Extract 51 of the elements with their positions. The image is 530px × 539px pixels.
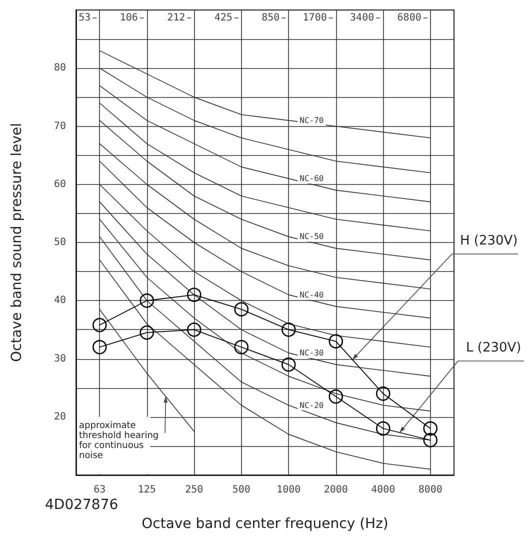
annotation: 850 — [262, 12, 280, 24]
text: approximate threshold hearing for continuous noise — [79, 420, 162, 461]
annotation: 1700 — [302, 12, 327, 24]
x-tick-label: 2000 — [324, 484, 348, 496]
annotation: 425 — [214, 12, 232, 24]
point — [281, 357, 296, 372]
text: H (230V) — [460, 234, 518, 248]
x-tick-label: 500 — [232, 484, 250, 496]
x-tick-label: 250 — [185, 484, 204, 496]
point — [281, 322, 296, 337]
point — [186, 288, 202, 302]
series-label: NC-40 — [300, 290, 324, 300]
annotation: 212 — [167, 12, 186, 24]
point — [92, 318, 107, 332]
point — [328, 389, 344, 404]
point — [234, 340, 249, 354]
text: 4D027876 — [45, 497, 118, 513]
series-label: NC-60 — [300, 174, 324, 184]
series-label: NC-20 — [300, 400, 324, 410]
annotation: 3400 — [350, 12, 374, 24]
point — [234, 302, 249, 316]
series-label: NC-70 — [300, 116, 324, 125]
point — [186, 322, 202, 337]
point — [423, 432, 438, 448]
point — [423, 421, 438, 436]
point — [92, 340, 107, 354]
y-tick-label: 40 — [54, 295, 66, 306]
y-axis-title: Octave band sound pressure level — [9, 123, 25, 362]
point — [328, 334, 344, 348]
point — [376, 421, 390, 436]
series-label: NC-30 — [300, 348, 324, 358]
annotation: 6800 — [397, 12, 422, 24]
y-tick-label: 30 — [54, 353, 66, 364]
series-label: NC-50 — [300, 232, 324, 242]
x-axis-title: Octave band center frequency (Hz) — [142, 516, 388, 532]
point — [376, 386, 390, 401]
x-tick-label: 4000 — [371, 484, 396, 496]
y-tick-label: 20 — [54, 411, 66, 422]
point — [140, 293, 154, 308]
y-tick-label: 70 — [54, 120, 66, 132]
y-tick-label: 50 — [54, 237, 66, 248]
y-tick-label: 60 — [54, 178, 66, 190]
x-tick-label: 8000 — [418, 484, 442, 496]
text: L (230V) — [466, 340, 522, 356]
annotation: 53 — [78, 12, 91, 24]
x-tick-label: 63 — [94, 484, 106, 496]
x-tick-label: 125 — [138, 484, 156, 496]
x-tick-label: 1000 — [276, 484, 301, 496]
annotation: 106 — [120, 12, 138, 24]
y-tick-label: 80 — [54, 62, 66, 74]
point — [140, 325, 154, 340]
